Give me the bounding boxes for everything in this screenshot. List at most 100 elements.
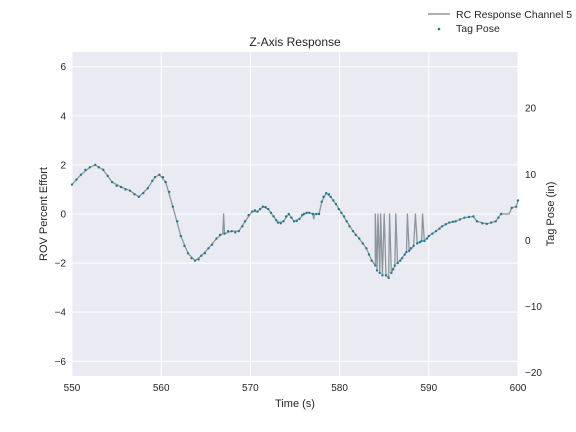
tag-pose-point: [434, 229, 438, 233]
tag-pose-scatter-layer: [70, 163, 520, 280]
tag-pose-point: [302, 212, 306, 216]
tag-pose-point: [272, 215, 275, 218]
tag-pose-point: [193, 259, 197, 262]
tag-pose-point: [354, 233, 357, 237]
tag-pose-point: [499, 212, 503, 216]
tag-pose-point: [267, 207, 270, 211]
tag-pose-point: [425, 237, 429, 240]
tag-pose-point: [472, 215, 475, 218]
tag-pose-point: [378, 271, 381, 275]
tag-pose-point: [279, 222, 282, 225]
tag-pose-point: [171, 205, 174, 208]
right-y-axis-label: Tag Pose (in): [545, 182, 557, 247]
tag-pose-point: [275, 218, 278, 222]
tag-pose-point: [375, 269, 379, 272]
tag-pose-point: [327, 193, 331, 196]
tag-pose-point: [393, 264, 397, 267]
tag-pose-point: [405, 250, 408, 254]
tag-pose-point: [115, 184, 118, 187]
tag-pose-point: [300, 214, 304, 217]
tag-pose-point: [153, 175, 157, 179]
tag-pose-point: [444, 223, 447, 226]
tag-pose-point: [337, 207, 340, 211]
right-y-tick-label: −10: [525, 302, 542, 313]
tag-pose-point: [490, 221, 493, 224]
tag-pose-point: [365, 247, 368, 250]
tag-pose-point: [384, 274, 388, 277]
tag-pose-point: [467, 215, 471, 219]
tag-pose-point: [79, 173, 83, 176]
right-y-tick-label: −20: [525, 368, 542, 379]
tag-pose-point: [400, 256, 404, 260]
tag-pose-point: [102, 168, 105, 172]
legend-point-swatch: [437, 27, 441, 31]
tag-pose-point: [124, 188, 127, 191]
tag-pose-point: [497, 216, 500, 219]
tag-pose-point: [88, 166, 92, 169]
tag-pose-point: [215, 237, 218, 240]
tag-pose-point: [84, 168, 87, 172]
tag-pose-point: [348, 225, 351, 228]
tag-pose-point: [317, 212, 321, 216]
tag-pose-point: [391, 268, 395, 271]
tag-pose-point: [387, 276, 390, 280]
tag-pose-point: [431, 232, 434, 235]
tag-pose-point: [186, 252, 190, 255]
tag-pose-point: [325, 191, 328, 195]
tag-pose-point: [243, 220, 247, 223]
tag-pose-point: [264, 205, 267, 209]
tag-pose-point: [454, 220, 457, 223]
right-y-tick-label: 10: [525, 170, 537, 181]
tag-pose-point: [287, 212, 290, 216]
tag-pose-point: [237, 229, 240, 233]
tag-pose-point: [448, 221, 451, 224]
tag-pose-point: [416, 242, 419, 245]
tag-pose-point: [311, 212, 315, 216]
tag-pose-point: [420, 239, 423, 243]
tag-pose-point: [440, 225, 444, 228]
tag-pose-point: [412, 244, 415, 248]
tag-pose-point: [516, 199, 520, 202]
tag-pose-point: [481, 222, 484, 225]
tag-pose-point: [485, 222, 488, 226]
tag-pose-point: [298, 217, 301, 221]
tag-pose-point: [168, 190, 171, 194]
x-tick-label: 550: [64, 383, 81, 394]
tag-pose-point: [342, 215, 346, 218]
tag-pose-point: [151, 179, 154, 183]
tag-pose-point: [176, 220, 179, 223]
tag-pose-point: [276, 221, 280, 224]
tag-pose-point: [161, 175, 165, 179]
tag-pose-point: [250, 210, 254, 213]
x-tick-label: 570: [242, 383, 259, 394]
left-y-axis-label: ROV Percent Effort: [38, 167, 50, 261]
tag-pose-point: [259, 207, 262, 211]
tag-pose-point: [340, 211, 343, 214]
tag-pose-point: [261, 205, 265, 208]
tag-pose-point: [230, 229, 233, 233]
tag-pose-point: [458, 218, 462, 221]
tag-pose-point: [399, 259, 402, 262]
tag-pose-point: [475, 220, 479, 223]
tag-pose-point: [295, 219, 298, 223]
tag-pose-point: [308, 211, 311, 214]
left-y-tick-label: −4: [55, 308, 67, 319]
tag-pose-point: [179, 234, 183, 238]
tag-pose-point: [351, 229, 355, 233]
tag-pose-point: [438, 227, 441, 230]
left-y-tick-labels: −6 −4 −2 0 2 4 6: [55, 62, 67, 368]
tag-pose-point: [158, 173, 161, 176]
tag-pose-point: [418, 241, 422, 244]
x-tick-label: 580: [331, 383, 348, 394]
tag-pose-point: [322, 195, 325, 199]
tag-pose-point: [119, 185, 123, 189]
tag-pose-point: [358, 237, 361, 240]
tag-pose-point: [223, 232, 226, 235]
x-tick-label: 590: [420, 383, 437, 394]
tag-pose-point: [93, 163, 97, 167]
tag-pose-point: [463, 216, 466, 219]
tag-pose-point: [374, 264, 377, 267]
tag-pose-point: [292, 220, 296, 223]
tag-pose-point: [315, 212, 318, 216]
tag-pose-point: [106, 174, 109, 178]
